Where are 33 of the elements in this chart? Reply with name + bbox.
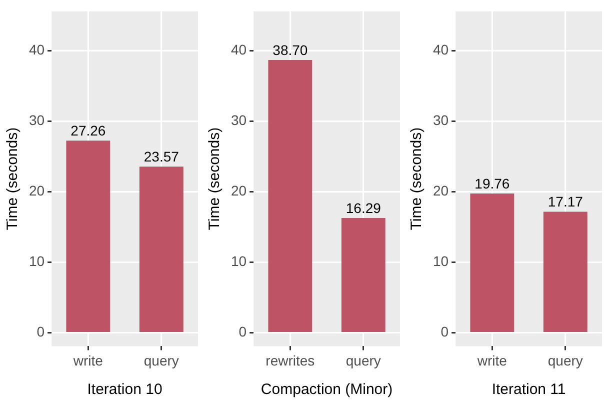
x-tick-label: write: [476, 352, 508, 368]
y-tick-label: 20: [28, 182, 45, 199]
y-axis-title: Time (seconds): [4, 127, 22, 230]
y-tick-label: 10: [432, 253, 449, 270]
y-tick-label: 30: [28, 112, 45, 128]
data-label: 23.57: [144, 148, 180, 165]
data-label: 19.76: [474, 175, 510, 192]
x-tick-label: query: [548, 352, 583, 368]
y-tick-label: 0: [36, 324, 45, 340]
x-tick-label: query: [346, 352, 381, 368]
x-tick-label: rewrites: [266, 352, 315, 368]
x-axis-title: Iteration 11: [492, 381, 566, 398]
y-tick-label: 20: [432, 182, 449, 199]
y-tick-label: 30: [230, 112, 247, 128]
x-tick-label: query: [144, 352, 179, 368]
data-label: 27.26: [70, 122, 106, 139]
y-tick-label: 40: [230, 42, 247, 58]
y-tick-label: 10: [230, 253, 247, 270]
x-axis-title: Compaction (Minor): [260, 381, 393, 398]
x-axis-title: Iteration 10: [87, 381, 162, 398]
data-label: 16.29: [346, 200, 382, 216]
y-axis-title: Time (seconds): [408, 127, 426, 230]
y-tick-label: 0: [238, 324, 247, 340]
y-tick-label: 0: [440, 324, 449, 340]
y-tick-label: 40: [28, 42, 45, 58]
y-axis-title: Time (seconds): [206, 127, 224, 230]
data-label: 38.70: [272, 42, 308, 58]
y-tick-label: 30: [432, 112, 449, 128]
x-tick-label: write: [72, 352, 104, 368]
y-tick-label: 10: [28, 253, 45, 270]
y-tick-label: 20: [230, 182, 247, 199]
data-label: 17.17: [548, 194, 584, 210]
y-tick-label: 40: [432, 42, 449, 58]
